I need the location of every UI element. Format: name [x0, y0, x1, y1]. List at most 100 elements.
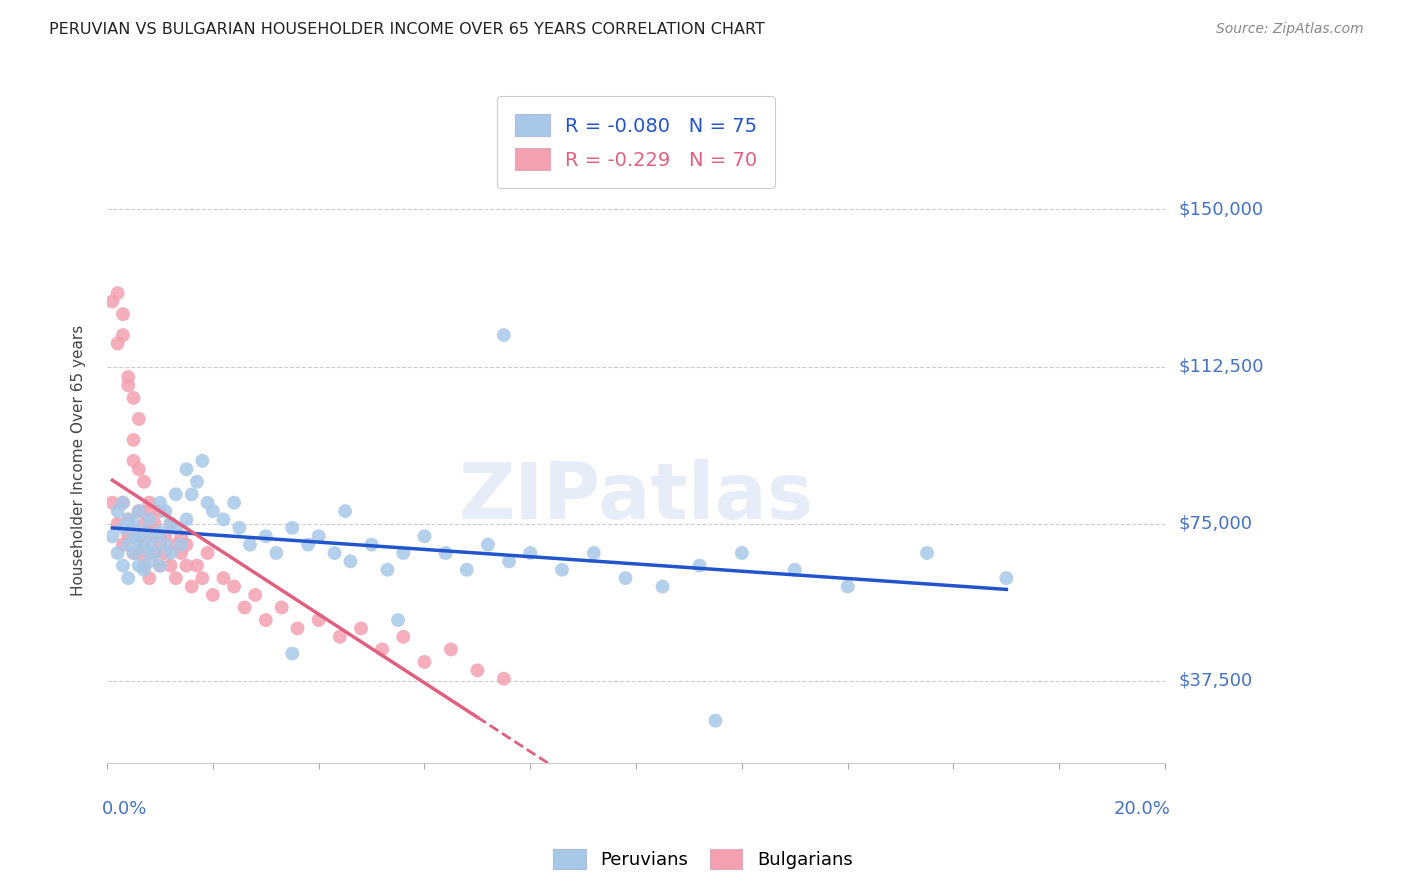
Point [783, 563, 806, 577]
Point [132, 541, 155, 556]
Point [128, 546, 150, 560]
Point [122, 521, 145, 535]
Point [138, 512, 160, 526]
Point [132, 563, 155, 577]
Point [107, 286, 129, 301]
Point [128, 504, 150, 518]
Point [308, 529, 330, 543]
Point [117, 370, 139, 384]
Point [176, 558, 198, 573]
Point [333, 504, 356, 518]
Point [149, 524, 172, 539]
Point [377, 563, 399, 577]
Point [101, 496, 124, 510]
Point [176, 538, 198, 552]
Point [149, 496, 172, 510]
Legend: Peruvians, Bulgarians: Peruvians, Bulgarians [544, 839, 862, 879]
Point [498, 554, 520, 568]
Point [122, 546, 145, 560]
Point [170, 538, 193, 552]
Point [995, 571, 1018, 585]
Point [266, 546, 288, 560]
Point [149, 504, 172, 518]
Point [128, 504, 150, 518]
Point [186, 475, 208, 489]
Point [111, 496, 134, 510]
Point [117, 529, 139, 543]
Point [413, 529, 436, 543]
Point [191, 454, 214, 468]
Point [339, 554, 361, 568]
Point [138, 496, 160, 510]
Point [122, 529, 145, 543]
Point [915, 546, 938, 560]
Point [132, 558, 155, 573]
Point [477, 538, 499, 552]
Point [201, 504, 224, 518]
Point [281, 647, 304, 661]
Point [138, 504, 160, 518]
Point [107, 336, 129, 351]
Point [176, 462, 198, 476]
Text: $75,000: $75,000 [1180, 515, 1253, 533]
Point [159, 516, 181, 531]
Point [614, 571, 637, 585]
Point [222, 580, 245, 594]
Point [117, 378, 139, 392]
Point [117, 512, 139, 526]
Point [297, 538, 319, 552]
Point [228, 521, 250, 535]
Point [165, 487, 187, 501]
Point [111, 328, 134, 343]
Point [180, 580, 202, 594]
Point [143, 529, 166, 543]
Point [222, 496, 245, 510]
Point [360, 538, 382, 552]
Text: $150,000: $150,000 [1180, 201, 1264, 219]
Point [233, 600, 256, 615]
Point [122, 391, 145, 405]
Point [128, 529, 150, 543]
Point [413, 655, 436, 669]
Point [492, 672, 515, 686]
Point [149, 529, 172, 543]
Point [467, 664, 489, 678]
Point [132, 524, 155, 539]
Point [165, 521, 187, 535]
Point [128, 462, 150, 476]
Point [143, 529, 166, 543]
Point [128, 558, 150, 573]
Point [107, 516, 129, 531]
Point [704, 714, 727, 728]
Point [138, 554, 160, 568]
Point [143, 516, 166, 531]
Text: $37,500: $37,500 [1180, 672, 1253, 690]
Point [837, 580, 859, 594]
Point [350, 622, 373, 636]
Point [155, 546, 177, 560]
Point [180, 487, 202, 501]
Point [101, 294, 124, 309]
Point [143, 546, 166, 560]
Text: PERUVIAN VS BULGARIAN HOUSEHOLDER INCOME OVER 65 YEARS CORRELATION CHART: PERUVIAN VS BULGARIAN HOUSEHOLDER INCOME… [49, 22, 765, 37]
Point [132, 475, 155, 489]
Point [170, 529, 193, 543]
Point [128, 412, 150, 426]
Point [107, 504, 129, 518]
Point [155, 504, 177, 518]
Point [165, 571, 187, 585]
Point [281, 521, 304, 535]
Point [155, 538, 177, 552]
Point [201, 588, 224, 602]
Point [149, 558, 172, 573]
Text: 20.0%: 20.0% [1114, 800, 1170, 818]
Point [186, 558, 208, 573]
Point [159, 546, 181, 560]
Y-axis label: Householder Income Over 65 years: Householder Income Over 65 years [72, 326, 86, 597]
Point [239, 538, 262, 552]
Point [329, 630, 352, 644]
Point [155, 529, 177, 543]
Point [387, 613, 409, 627]
Point [111, 496, 134, 510]
Point [149, 538, 172, 552]
